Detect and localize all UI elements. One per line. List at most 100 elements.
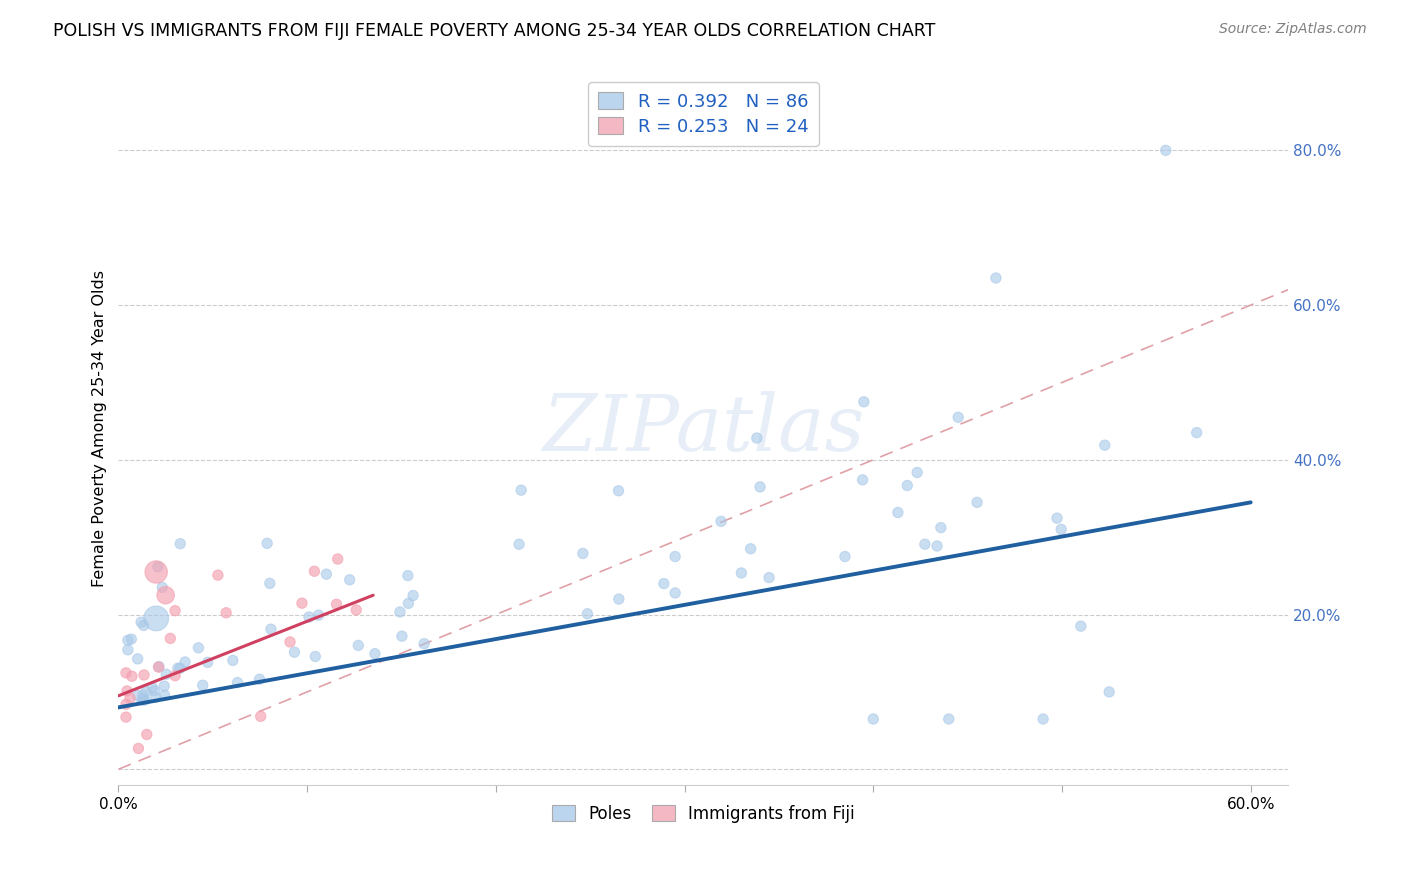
Point (339, 573, 361, 587)
Point (925, 539, 948, 553)
Point (834, 549, 856, 564)
Point (115, 698, 138, 712)
Point (278, 635, 301, 649)
Point (159, 632, 181, 646)
Point (165, 604, 187, 618)
Point (132, 668, 155, 682)
Point (929, 521, 952, 535)
Point (664, 549, 686, 564)
Point (896, 478, 918, 492)
Point (131, 693, 153, 707)
Point (391, 629, 413, 643)
Point (283, 645, 305, 659)
Point (1094, 438, 1116, 452)
Point (862, 712, 884, 726)
Point (169, 661, 191, 675)
Point (135, 685, 157, 699)
Point (325, 597, 347, 611)
Point (134, 693, 156, 707)
Point (127, 689, 149, 703)
Point (347, 639, 370, 653)
Point (259, 576, 281, 591)
Point (165, 669, 187, 683)
Point (148, 659, 170, 673)
Point (127, 652, 149, 666)
Point (364, 647, 387, 661)
Point (740, 541, 762, 556)
Point (1070, 619, 1092, 633)
Point (226, 675, 249, 690)
Point (1050, 522, 1073, 536)
Point (197, 656, 219, 670)
Point (143, 683, 166, 698)
Point (135, 727, 157, 741)
Point (249, 672, 271, 686)
Point (191, 678, 214, 692)
Point (260, 622, 283, 636)
Point (132, 691, 155, 706)
Point (132, 688, 155, 702)
Point (413, 637, 436, 651)
Point (132, 618, 155, 632)
Y-axis label: Female Poverty Among 25-34 Year Olds: Female Poverty Among 25-34 Year Olds (93, 270, 107, 587)
Text: ZIPatlas: ZIPatlas (543, 391, 865, 467)
Point (215, 606, 238, 620)
Text: Source: ZipAtlas.com: Source: ZipAtlas.com (1219, 22, 1367, 37)
Text: POLISH VS IMMIGRANTS FROM FIJI FEMALE POVERTY AMONG 25-34 YEAR OLDS CORRELATION : POLISH VS IMMIGRANTS FROM FIJI FEMALE PO… (53, 22, 936, 40)
Point (652, 576, 675, 591)
Point (749, 480, 772, 494)
Point (155, 667, 177, 681)
Point (121, 669, 143, 683)
Point (905, 466, 928, 480)
Point (145, 690, 167, 705)
Point (115, 684, 138, 698)
Point (607, 483, 630, 498)
Point (948, 410, 970, 425)
Point (388, 605, 411, 619)
Point (304, 649, 326, 664)
Point (146, 559, 169, 574)
Point (510, 483, 533, 498)
Point (984, 271, 1007, 285)
Point (174, 655, 197, 669)
Point (153, 688, 176, 702)
Point (256, 536, 278, 550)
Point (664, 586, 686, 600)
Point (148, 660, 170, 674)
Point (572, 546, 595, 560)
Point (249, 709, 271, 723)
Point (326, 552, 349, 566)
Point (396, 596, 419, 610)
Point (141, 681, 163, 695)
Point (745, 431, 768, 445)
Point (169, 537, 191, 551)
Point (145, 565, 167, 579)
Point (1032, 712, 1054, 726)
Point (129, 615, 152, 630)
Point (115, 710, 138, 724)
Point (938, 712, 960, 726)
Point (150, 581, 173, 595)
Point (187, 640, 209, 655)
Point (1098, 685, 1121, 699)
Point (117, 643, 139, 657)
Point (710, 514, 733, 528)
Point (155, 588, 177, 602)
Point (396, 568, 419, 582)
Point (887, 506, 910, 520)
Point (1046, 511, 1069, 525)
Point (308, 608, 330, 623)
Point (117, 633, 139, 648)
Point (966, 495, 988, 509)
Point (120, 691, 142, 706)
Point (298, 610, 321, 624)
Point (851, 473, 873, 487)
Point (402, 589, 425, 603)
Point (730, 566, 752, 580)
Point (127, 741, 149, 756)
Point (1154, 144, 1177, 158)
Point (914, 537, 936, 551)
Point (576, 607, 599, 621)
Point (166, 661, 188, 675)
Point (315, 567, 337, 582)
